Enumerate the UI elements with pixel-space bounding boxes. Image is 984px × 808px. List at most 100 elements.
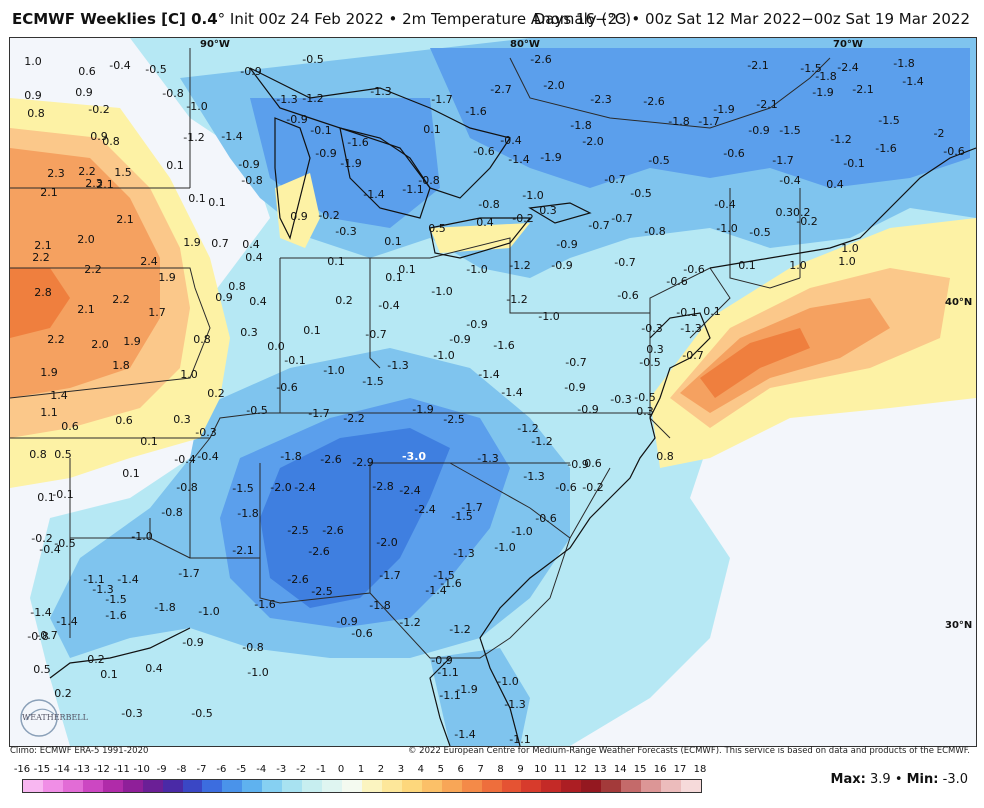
anomaly-value-229: -1.5: [433, 569, 454, 582]
anomaly-value-138: -0.1: [676, 306, 697, 319]
anomaly-value-116: 0.1: [738, 259, 756, 272]
lon-label-80w: 80°W: [510, 39, 540, 50]
anomaly-value-61: 1.5: [114, 166, 132, 179]
colorbar-swatch-9: [202, 780, 223, 792]
anomaly-value-6: 0.9: [24, 89, 42, 102]
anomaly-value-131: -0.6: [666, 275, 687, 288]
anomaly-value-132: 2.1: [77, 303, 95, 316]
anomaly-value-263: -1.1: [439, 689, 460, 702]
anomaly-value-161: -0.7: [682, 349, 703, 362]
anomaly-value-249: -0.8: [27, 630, 48, 643]
anomaly-value-11: -1.7: [431, 93, 452, 106]
colorbar-swatch-10: [222, 780, 243, 792]
colorbar-tick-20: 4: [417, 764, 424, 775]
anomaly-value-146: 1.9: [123, 335, 141, 348]
anomaly-value-129: -1.2: [506, 293, 527, 306]
anomaly-value-151: -0.7: [565, 356, 586, 369]
colorbar-tick-18: 2: [377, 764, 385, 775]
anomaly-value-83: -1.0: [522, 189, 543, 202]
anomaly-value-67: -0.8: [241, 174, 262, 187]
map-panel[interactable]: 90°W 80°W 70°W 40°N 30°N 1.0 0.6 -0.4 -0.5-…: [9, 37, 977, 747]
colorbar-swatch-33: [680, 780, 701, 792]
colorbar-tick-19: 3: [397, 764, 405, 775]
anomaly-value-162: 1.9: [40, 366, 58, 379]
anomaly-value-28: -2.1: [756, 98, 777, 111]
anomaly-value-227: -1.7: [178, 567, 199, 580]
anomaly-value-187: -0.4: [197, 450, 218, 463]
anomaly-value-128: -0.4: [378, 299, 399, 312]
anomaly-value-198: -1.3: [523, 470, 544, 483]
anomaly-value-16: -0.9: [286, 113, 307, 126]
anomaly-value-88: -0.7: [611, 212, 632, 225]
anomaly-value-125: 0.4: [249, 295, 267, 308]
anomaly-value-142: -0.3: [641, 322, 662, 335]
colorbar-tick-1: -15: [33, 764, 51, 775]
anomaly-value-148: 0.0: [267, 340, 285, 353]
anomaly-value-262: 0.2: [54, 687, 72, 700]
anomaly-value-191: -2.9: [352, 456, 373, 469]
anomaly-value-15: -1.0: [186, 100, 207, 113]
colorbar-swatch-22: [461, 780, 482, 792]
valid-period: Days 16−23 • 00z Sat 12 Mar 2022−00z Sat…: [533, 10, 970, 28]
anomaly-value-5: -0.5: [302, 53, 323, 66]
anomaly-value-86: -0.2: [512, 212, 533, 225]
anomaly-value-265: -0.3: [121, 707, 142, 720]
anomaly-value-92: 0.30.2: [776, 206, 811, 219]
anomaly-value-255: 0.4: [145, 662, 163, 675]
anomaly-value-239: -1.0: [198, 605, 219, 618]
anomaly-value-156: -1.3: [387, 359, 408, 372]
anomaly-value-96: 2.1: [34, 239, 52, 252]
anomaly-value-247: -1.2: [399, 616, 420, 629]
anomaly-value-52: -0.6: [473, 145, 494, 158]
anomaly-shading: [10, 38, 976, 746]
anomaly-value-189: -1.8: [280, 450, 301, 463]
colorbar-tick-4: -12: [93, 764, 110, 775]
anomaly-value-259: -1.1: [437, 666, 458, 679]
anomaly-value-267: -1.4: [454, 728, 475, 741]
anomaly-map[interactable]: 90°W 80°W 70°W 40°N 30°N 1.00.6 -0.4 -0.5-…: [10, 38, 976, 746]
anomaly-value-225: -1.0: [494, 541, 515, 554]
title-bold: ECMWF Weeklies [C] 0.4: [12, 10, 218, 28]
anomaly-value-112: -1.2: [509, 259, 530, 272]
copyright-note: © 2022 European Centre for Medium-Range …: [407, 746, 970, 756]
anomaly-value-171: -1.9: [412, 403, 433, 416]
anomaly-value-175: 0.3: [636, 405, 654, 418]
colorbar-swatch-21: [441, 780, 462, 792]
anomaly-value-185: 0.8: [29, 448, 47, 461]
anomaly-value-108: 0.1: [327, 255, 345, 268]
colorbar-tick-30: 14: [613, 764, 627, 775]
climo-note: Climo: ECMWF ERA-5 1991-2020: [10, 746, 149, 756]
anomaly-value-48: -0.1: [310, 124, 331, 137]
anomaly-value-54: -1.9: [540, 151, 561, 164]
anomaly-value-89: -0.8: [644, 225, 665, 238]
anomaly-value-235: -2.6: [287, 573, 308, 586]
anomaly-value-166: -0.5: [634, 391, 655, 404]
colorbar-swatch-15: [322, 780, 342, 792]
anomaly-value-243: -1.6: [105, 609, 126, 622]
colorbar-tick-10: -6: [216, 764, 227, 775]
lon-label-70w: 70°W: [833, 39, 863, 50]
anomaly-value-201: -2.4: [294, 481, 315, 494]
anomaly-value-250: -0.7: [36, 629, 57, 642]
colorbar-tick-12: -4: [256, 764, 267, 775]
anomaly-value-202: -2.8: [372, 480, 393, 493]
anomaly-value-40: -1.5: [779, 124, 800, 137]
colorbar-tick-2: -14: [53, 764, 71, 775]
anomaly-value-234: -1.3: [92, 583, 113, 596]
anomaly-value-147: 0.8: [193, 333, 211, 346]
anomaly-value-182: -1.2: [517, 422, 538, 435]
anomaly-value-168: 0.2: [207, 387, 225, 400]
colorbar-swatch-24: [501, 780, 522, 792]
map-title: ECMWF Weeklies [C] 0.4° Init 00z 24 Feb …: [12, 10, 631, 28]
anomaly-value-215: -0.2: [31, 532, 52, 545]
anomaly-value-93: -0.2: [796, 215, 817, 228]
anomaly-value-36: -1.5: [878, 114, 899, 127]
anomaly-value-95: 2.1: [116, 213, 134, 226]
anomaly-value-210: -0.8: [161, 506, 182, 519]
lat-label-40n: 40°N: [945, 297, 972, 308]
anomaly-value-106: 2.4: [140, 255, 158, 268]
colorbar-swatch-12: [262, 780, 283, 792]
anomaly-value-159: -1.4: [478, 368, 499, 381]
anomaly-value-117: 1.0: [789, 259, 807, 272]
anomaly-value-188: -0.4: [174, 453, 195, 466]
